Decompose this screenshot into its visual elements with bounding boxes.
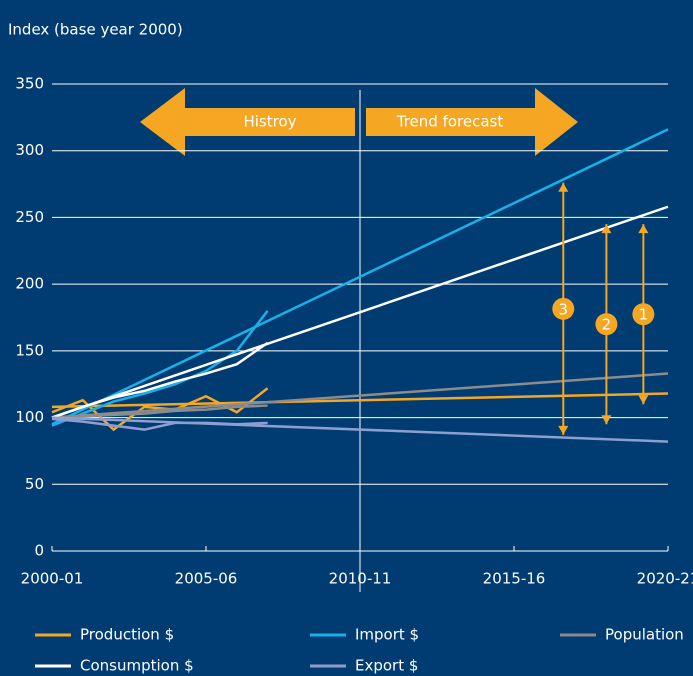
y-tick-label: 250: [15, 208, 44, 226]
annotation-badge: [595, 313, 618, 336]
legend-label: Export $: [355, 657, 418, 675]
x-tick-label: 2020-21: [637, 570, 693, 588]
legend-label: Production $: [80, 626, 174, 644]
y-tick-label: 350: [15, 75, 44, 93]
y-axis-label: Index (base year 2000): [8, 21, 183, 39]
trend-line: [51, 205, 669, 419]
legend-label: Population: [605, 626, 684, 644]
trend-line: [51, 416, 669, 443]
history-line: [51, 404, 268, 419]
annotation-label: 3: [559, 300, 569, 318]
history-line: [51, 341, 269, 419]
y-tick-label: 150: [15, 341, 44, 359]
x-tick-label: 2005-06: [175, 570, 238, 588]
y-tick-label: 0: [34, 542, 44, 560]
arrow-head: [601, 415, 612, 425]
trend-line: [51, 128, 669, 426]
forecast-arrow: [366, 88, 578, 156]
y-tick-label: 200: [15, 275, 44, 293]
y-tick-label: 100: [15, 408, 44, 426]
x-tick-label: 2015-16: [483, 570, 546, 588]
arrow-head: [601, 224, 612, 234]
trend-line: [51, 372, 669, 419]
arrow-head: [558, 425, 569, 435]
y-tick-label: 50: [25, 475, 44, 493]
x-tick-label: 2000-01: [21, 570, 84, 588]
history-label: Histroy: [243, 113, 296, 131]
annotation-label: 2: [602, 316, 612, 334]
history-arrow: [140, 88, 355, 156]
annotation-badge: [552, 297, 575, 320]
legend-label: Import $: [355, 626, 419, 644]
arrow-head: [638, 224, 649, 234]
y-tick-label: 300: [15, 141, 44, 159]
history-line: [51, 310, 269, 427]
arrow-head: [558, 182, 569, 192]
trend-line: [51, 392, 669, 409]
forecast-label: Trend forecast: [396, 113, 504, 131]
annotation-badge: [632, 303, 655, 326]
history-line: [51, 417, 268, 431]
annotation-label: 1: [639, 306, 649, 324]
arrow-head: [638, 395, 649, 405]
legend-label: Consumption $: [80, 657, 194, 675]
